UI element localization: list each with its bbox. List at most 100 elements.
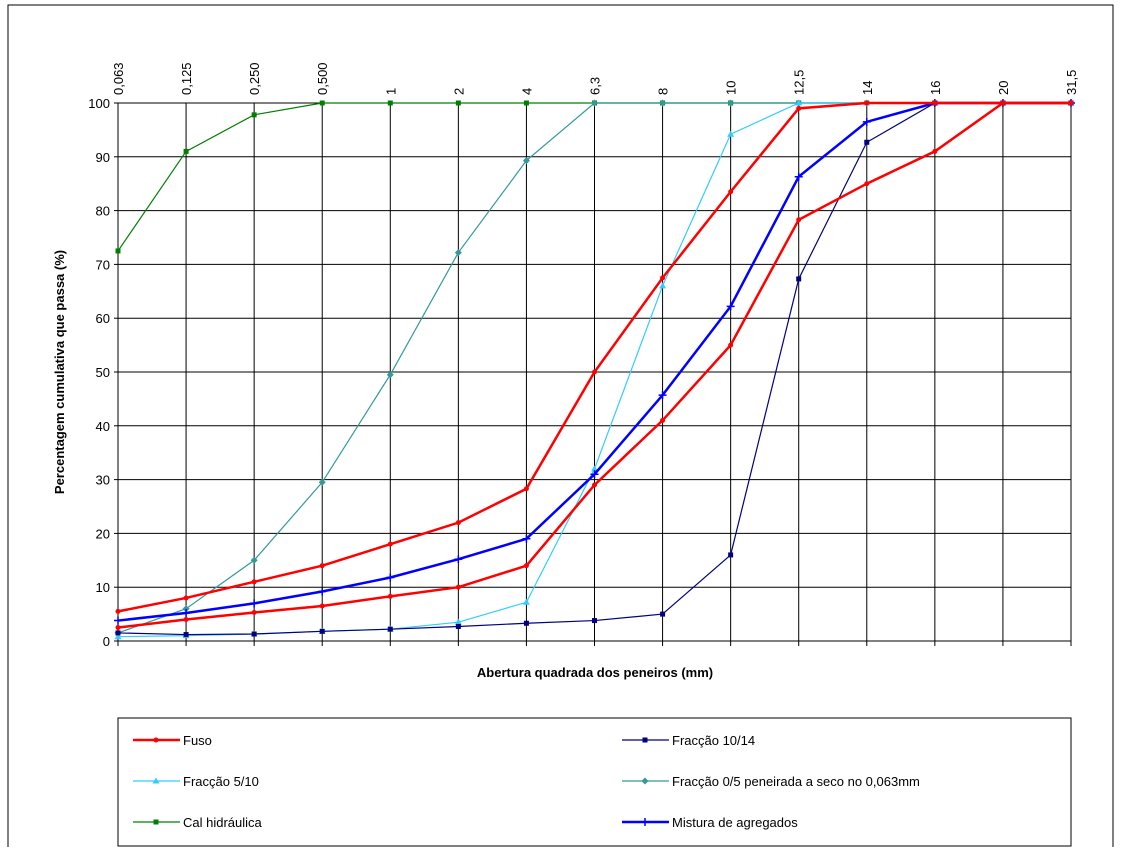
marker [114, 616, 122, 625]
marker [454, 618, 462, 625]
marker [658, 391, 667, 400]
legend [117, 717, 1072, 847]
marker [182, 609, 191, 618]
marker [591, 99, 598, 107]
chart-border [7, 4, 1114, 851]
marker [641, 777, 649, 785]
marker [387, 593, 393, 599]
marker [728, 342, 734, 348]
y-tick-label: 40 [96, 419, 110, 434]
marker [251, 579, 257, 585]
x-tick-label: 12,5 [792, 70, 807, 95]
x-tick-label: 0,125 [179, 62, 194, 95]
x-tick-label: 1 [383, 88, 398, 95]
marker [523, 620, 529, 626]
marker [454, 249, 462, 257]
marker [251, 112, 257, 118]
marker [455, 100, 461, 106]
marker [728, 189, 734, 195]
marker [318, 478, 326, 486]
marker [522, 598, 530, 605]
y-tick-label: 70 [96, 257, 110, 272]
legend-label: Fracção 5/10 [183, 774, 259, 789]
marker [1068, 100, 1074, 106]
marker [660, 611, 666, 617]
y-tick-label: 80 [96, 204, 110, 219]
x-tick-label: 20 [996, 81, 1011, 95]
legend-label: Mistura de agregados [672, 815, 798, 830]
marker [590, 470, 599, 479]
x-tick-label: 14 [860, 81, 875, 95]
marker [250, 599, 259, 608]
marker [932, 148, 938, 154]
marker [727, 99, 735, 107]
marker [183, 148, 189, 154]
marker [727, 130, 735, 137]
marker [523, 100, 529, 106]
marker [183, 632, 189, 638]
legend-label: Cal hidráulica [183, 815, 263, 830]
x-axis-title: Abertura quadrada dos peneiros (mm) [477, 665, 713, 680]
x-tick-label: 0,250 [247, 62, 262, 95]
marker [864, 181, 870, 187]
x-tick-label: 2 [451, 88, 466, 95]
marker [115, 608, 121, 614]
marker [318, 587, 327, 596]
marker [795, 99, 803, 106]
marker [523, 563, 529, 569]
marker [641, 818, 649, 826]
x-tick-label: 0,063 [111, 62, 126, 95]
marker [387, 100, 393, 106]
legend-label: Fuso [183, 733, 212, 748]
marker [796, 276, 802, 282]
marker [1000, 100, 1006, 106]
marker [251, 631, 257, 637]
marker [660, 275, 666, 281]
marker [726, 302, 735, 311]
y-tick-label: 10 [96, 580, 110, 595]
marker [592, 369, 597, 375]
y-tick-label: 0 [103, 634, 110, 649]
marker [455, 623, 461, 629]
marker [659, 282, 667, 289]
marker [387, 626, 393, 632]
y-axis-title: Percentagem cumulativa que passa (%) [52, 250, 67, 494]
marker [319, 100, 325, 106]
y-tick-label: 60 [96, 311, 110, 326]
marker [660, 417, 666, 423]
marker [183, 616, 189, 622]
marker [319, 628, 325, 634]
marker [864, 100, 870, 106]
marker [522, 534, 531, 543]
marker [153, 737, 159, 743]
x-tick-label: 6,3 [588, 77, 603, 95]
marker [864, 139, 870, 145]
x-tick-label: 16 [928, 81, 943, 95]
marker [932, 100, 938, 106]
marker [115, 630, 121, 636]
marker [455, 520, 461, 526]
marker [183, 595, 189, 601]
marker [115, 625, 121, 631]
x-tick-label: 0,500 [315, 62, 330, 95]
marker [794, 172, 803, 181]
marker [386, 573, 395, 582]
marker [862, 117, 871, 126]
marker [250, 556, 258, 564]
marker [387, 541, 393, 547]
marker [153, 819, 159, 825]
x-tick-label: 8 [656, 88, 671, 95]
marker [115, 248, 121, 254]
marker [152, 777, 160, 784]
marker [728, 552, 734, 558]
marker [592, 618, 597, 624]
legend-label: Fracção 0/5 peneirada a seco no 0,063mm [672, 774, 920, 789]
marker [251, 609, 257, 615]
marker [114, 633, 122, 640]
marker [592, 482, 597, 488]
marker [386, 371, 394, 379]
marker [455, 584, 461, 590]
y-tick-label: 100 [88, 96, 110, 111]
y-tick-label: 30 [96, 473, 110, 488]
